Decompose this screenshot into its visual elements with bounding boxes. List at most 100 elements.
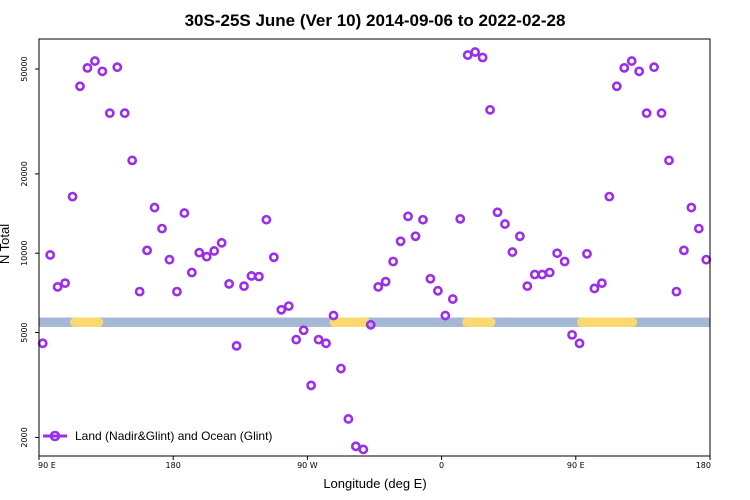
- data-point: [112, 62, 123, 73]
- data-point: [149, 202, 160, 213]
- data-point: [596, 278, 607, 289]
- y-axis-ticks: 2000 5000 10000 20000 50000: [20, 56, 39, 448]
- data-point: [343, 414, 354, 424]
- chart-title: 30S-25S June (Ver 10) 2014-09-06 to 2022…: [185, 11, 566, 30]
- data-point: [276, 304, 287, 315]
- y-tick-label: 5000: [20, 322, 29, 342]
- data-point: [380, 276, 391, 287]
- data-point: [589, 283, 600, 294]
- x-axis-label: Longitude (deg E): [323, 476, 426, 491]
- data-point: [97, 66, 108, 77]
- data-point: [298, 325, 309, 336]
- data-point: [246, 271, 257, 281]
- data-point: [574, 338, 585, 349]
- data-point: [619, 62, 630, 73]
- legend-circle-marker: [49, 430, 61, 442]
- data-point: [537, 269, 548, 280]
- data-point: [470, 47, 481, 57]
- x-axis-ticks: 90 E 180 90 W 0 90 E 180: [38, 456, 711, 470]
- data-point: [328, 310, 339, 321]
- y-tick-label: 50000: [20, 56, 29, 81]
- data-point: [634, 66, 645, 77]
- data-point: [104, 108, 115, 119]
- data-point: [529, 269, 540, 280]
- data-point: [626, 56, 637, 66]
- y-tick-label: 2000: [20, 427, 29, 447]
- data-point: [45, 250, 56, 260]
- data-point: [201, 251, 212, 262]
- data-point: [254, 271, 264, 282]
- data-point: [492, 207, 503, 218]
- data-point: [641, 108, 652, 119]
- data-point: [321, 338, 331, 349]
- y-tick-label: 10000: [20, 240, 29, 265]
- x-tick-label: 90 E: [38, 461, 56, 470]
- data-point: [350, 441, 361, 452]
- data-point: [425, 273, 436, 284]
- data-point: [507, 247, 518, 257]
- data-point: [567, 329, 577, 340]
- data-point: [403, 211, 413, 222]
- data-point: [462, 50, 473, 60]
- data-point: [477, 52, 488, 63]
- data-point: [209, 246, 220, 256]
- data-point: [485, 104, 495, 115]
- data-point: [395, 236, 406, 247]
- data-point: [611, 81, 622, 92]
- x-tick-label: 0: [439, 461, 444, 470]
- data-point: [75, 81, 85, 92]
- data-point: [37, 338, 48, 349]
- data-point: [82, 62, 93, 73]
- data-point: [164, 254, 175, 265]
- data-point: [455, 213, 466, 224]
- legend-entry: Land (Nadir&Glint) and Ocean (Glint): [75, 429, 272, 443]
- data-point: [239, 281, 249, 292]
- data-point: [313, 334, 324, 345]
- data-point: [388, 256, 399, 267]
- x-tick-label: 180: [166, 461, 181, 470]
- data-point: [671, 286, 682, 297]
- data-point: [194, 247, 205, 258]
- data-point: [686, 202, 697, 213]
- data-point: [656, 108, 667, 119]
- data-point: [306, 380, 317, 391]
- data-point: [373, 282, 384, 292]
- legend: Land (Nadir&Glint) and Ocean (Glint): [43, 429, 272, 443]
- data-point: [365, 319, 376, 330]
- land-band-segment: [70, 317, 104, 327]
- x-tick-label: 90 W: [297, 461, 318, 470]
- data-point: [500, 219, 510, 229]
- data-point: [127, 155, 138, 166]
- data-point: [224, 278, 235, 289]
- data-point: [157, 223, 167, 234]
- data-point: [649, 62, 659, 73]
- y-tick-label: 20000: [20, 161, 29, 186]
- data-point: [268, 252, 279, 263]
- land-band-segment: [577, 317, 638, 327]
- plot-frame: [38, 38, 711, 457]
- data-point: [447, 294, 458, 304]
- data-point: [142, 245, 153, 256]
- data-point: [172, 286, 182, 297]
- data-point: [90, 56, 100, 66]
- data-point: [134, 286, 145, 297]
- data-point: [418, 214, 428, 225]
- data-point: [440, 310, 451, 321]
- data-point: [283, 301, 294, 311]
- data-point: [336, 363, 346, 374]
- data-point: [664, 155, 674, 166]
- data-point: [216, 237, 227, 248]
- land-band-segment: [462, 317, 496, 327]
- data-point: [186, 267, 197, 278]
- data-point: [231, 340, 242, 351]
- data-point: [701, 254, 712, 265]
- data-point: [522, 281, 533, 292]
- data-point: [604, 191, 615, 202]
- data-point: [559, 256, 570, 267]
- data-point: [261, 214, 272, 225]
- data-point: [693, 223, 704, 234]
- data-point: [52, 282, 63, 292]
- data-point: [60, 278, 70, 289]
- data-point: [544, 267, 555, 278]
